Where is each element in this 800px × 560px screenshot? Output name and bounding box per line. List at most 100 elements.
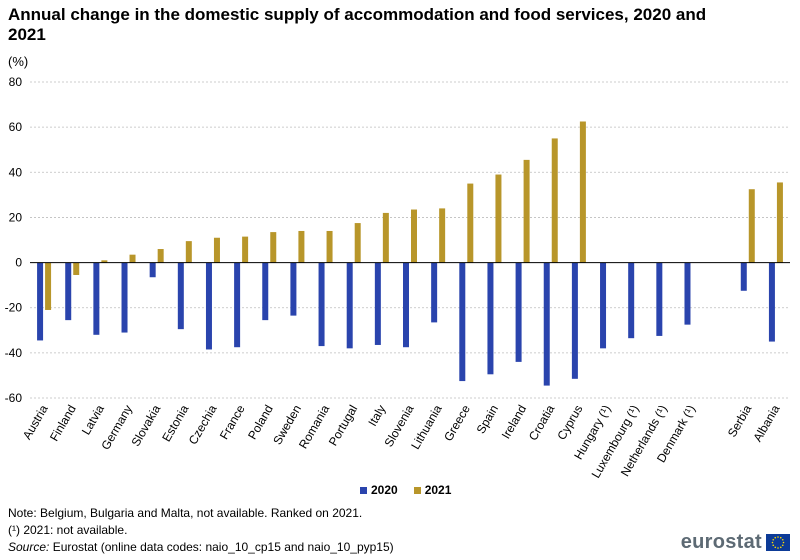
x-tick-label: France: [217, 402, 248, 442]
bar-2020: [487, 262, 494, 375]
flag-star: [779, 546, 782, 549]
bar-2021: [326, 230, 333, 263]
y-tick-label: 20: [9, 210, 23, 224]
bar-2021: [298, 230, 305, 263]
bar-2020: [600, 262, 607, 349]
bar-2020: [121, 262, 128, 333]
legend-label-2020: 2020: [371, 483, 398, 497]
source-line: Source: Eurostat (online data codes: nai…: [8, 539, 394, 556]
chart-notes: Note: Belgium, Bulgaria and Malta, not a…: [8, 505, 394, 556]
flag-star: [781, 544, 784, 547]
x-tick-label: Finland: [47, 403, 79, 444]
bar-2021: [382, 212, 389, 263]
flag-star: [777, 547, 779, 549]
eurostat-logo: eurostat: [681, 531, 790, 554]
eu-flag-icon: [766, 534, 790, 551]
bar-2020: [656, 262, 663, 336]
bar-2021: [354, 223, 361, 263]
y-tick-label: 60: [9, 120, 23, 134]
flag-star: [774, 536, 777, 539]
legend-swatch-2020: [360, 486, 367, 494]
y-tick-label: -40: [5, 346, 23, 360]
legend: 2020 2021: [360, 483, 451, 497]
bar-2020: [740, 262, 747, 291]
bar-2021: [45, 262, 52, 310]
bar-2021: [495, 174, 502, 263]
bar-2020: [403, 262, 409, 348]
x-tick-label: Poland: [245, 403, 276, 442]
bar-2020: [93, 262, 100, 335]
bar-2021: [439, 208, 446, 263]
x-tick-label: Ireland: [499, 403, 529, 442]
bar-2021: [523, 159, 530, 263]
bar-2020: [290, 262, 297, 316]
flag-star: [772, 538, 775, 541]
bar-2020: [571, 262, 578, 379]
bar-2021: [411, 209, 417, 263]
y-tick-label: -20: [5, 301, 23, 315]
bar-2020: [515, 262, 522, 362]
legend-item-2020: 2020: [360, 483, 398, 497]
bar-2021: [213, 237, 220, 263]
source-text: Eurostat (online data codes: naio_10_cp1…: [52, 540, 394, 554]
x-tick-label: Italy: [365, 403, 388, 429]
bar-2020: [346, 262, 353, 349]
x-tick-label: Spain: [474, 403, 501, 437]
legend-swatch-2021: [413, 486, 421, 494]
bar-2021: [579, 121, 586, 263]
bar-2020: [431, 262, 438, 323]
bar-2021: [776, 182, 783, 263]
legend-item-2021: 2021: [413, 483, 452, 497]
bar-2021: [185, 241, 192, 263]
bar-2020: [768, 262, 775, 342]
y-tick-label: -60: [5, 391, 23, 405]
bar-2020: [37, 262, 44, 341]
flag-star: [772, 544, 775, 547]
y-tick-label: 80: [9, 75, 23, 89]
flag-star: [781, 538, 784, 541]
bar-2020: [459, 262, 466, 382]
bar-2020: [177, 262, 184, 330]
flag-star: [771, 541, 774, 544]
y-tick-label: 0: [15, 256, 22, 270]
bar-2020: [628, 262, 635, 339]
logo-text: eurostat: [680, 531, 762, 553]
bar-2021: [467, 183, 474, 263]
bar-2020: [543, 262, 550, 386]
note-line: Note: Belgium, Bulgaria and Malta, not a…: [8, 506, 363, 520]
flag-star: [774, 546, 777, 549]
bar-2021: [157, 249, 164, 263]
legend-label-2021: 2021: [424, 483, 452, 497]
bar-2020: [149, 262, 156, 278]
footnote-line: (¹) 2021: not available.: [8, 523, 128, 537]
bar-2021: [242, 236, 249, 263]
x-tick-label: Latvia: [79, 402, 107, 437]
flag-star: [779, 536, 782, 539]
bar-2020: [262, 262, 269, 321]
bar-2020: [205, 262, 212, 350]
x-tick-label: Albania: [750, 402, 782, 444]
bar-2021: [129, 254, 136, 263]
bar-2021: [270, 232, 277, 263]
bar-2021: [748, 189, 755, 263]
y-axis-unit: (%): [8, 54, 29, 69]
y-tick-label: 40: [9, 165, 23, 179]
bar-2021: [551, 138, 558, 263]
flag-star: [777, 536, 779, 538]
x-tick-label: Serbia: [725, 402, 755, 439]
chart-title: Annual change in the domestic supply of …: [8, 5, 707, 44]
bar-2021: [73, 262, 80, 275]
x-tick-label: Austria: [20, 402, 51, 442]
bar-2020: [684, 262, 691, 325]
x-tick-label: Croatia: [526, 402, 558, 443]
flag-star: [782, 541, 785, 544]
bar-2020: [234, 262, 241, 348]
bar-2020: [374, 262, 381, 345]
source-label: Source:: [8, 540, 50, 554]
x-tick-label: Greece: [441, 402, 473, 443]
bar-2020: [65, 262, 72, 321]
x-tick-label: Czechia: [186, 402, 220, 447]
bar-2021: [101, 260, 108, 263]
bar-2020: [318, 262, 325, 347]
